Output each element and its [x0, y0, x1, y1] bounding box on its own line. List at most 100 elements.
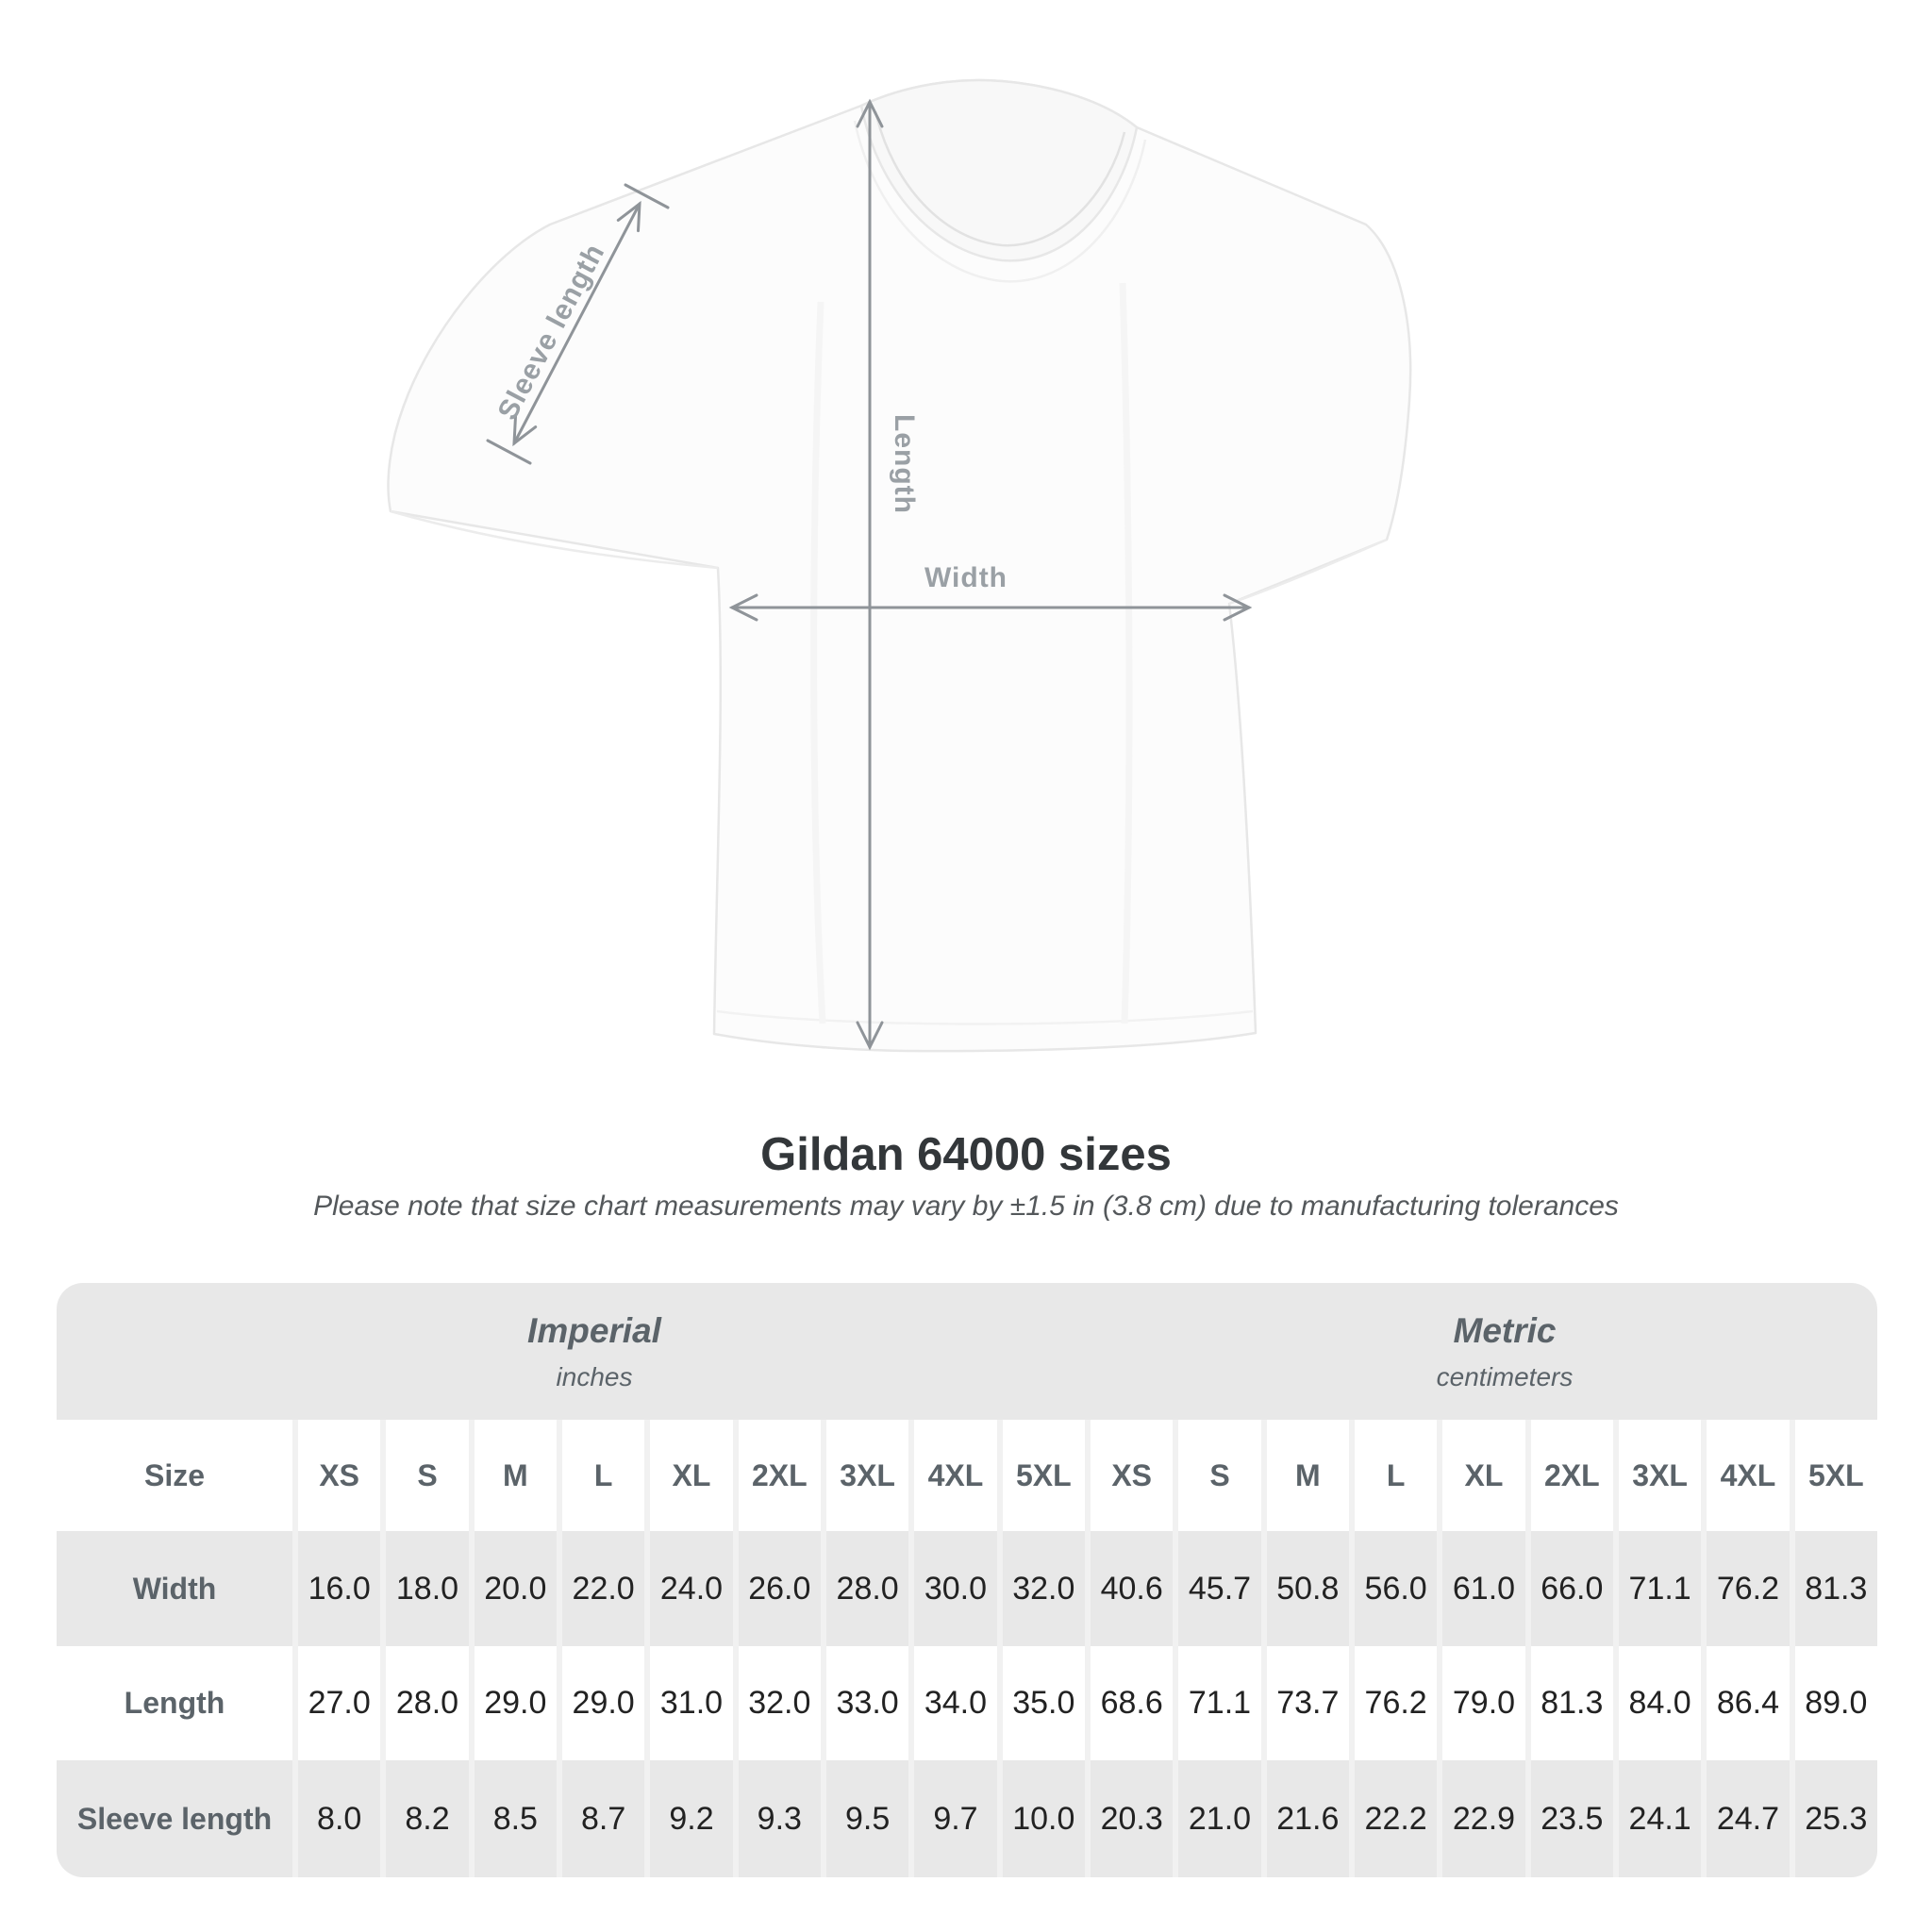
value-cell: 50.8 [1260, 1531, 1349, 1646]
page-title: Gildan 64000 sizes [760, 1129, 1172, 1180]
value-cell: 10.0 [996, 1760, 1085, 1877]
value-cell: 22.9 [1437, 1760, 1524, 1877]
value-cell: 23.5 [1524, 1760, 1613, 1877]
value-cell: 20.3 [1085, 1760, 1173, 1877]
value-cell: 8.7 [556, 1760, 644, 1877]
value-cell: 40.6 [1085, 1531, 1173, 1646]
row-label: Length [124, 1686, 225, 1720]
size-header-cell: 2XL [732, 1420, 821, 1531]
row-label: Sleeve length [76, 1801, 273, 1836]
value-cell: 32.0 [732, 1646, 821, 1760]
value-cell: 28.0 [380, 1646, 468, 1760]
value-cell: 29.0 [556, 1646, 644, 1760]
value-cell: 26.0 [732, 1531, 821, 1646]
value-cell: 35.0 [996, 1646, 1085, 1760]
value-cell: 18.0 [380, 1531, 468, 1646]
value-cell: 29.0 [468, 1646, 557, 1760]
size-header-cell: XL [1437, 1420, 1524, 1531]
size-header-cell: 2XL [1524, 1420, 1613, 1531]
imperial-size-headers: XS S M L XL 2XL 3XL 4XL 5XL [292, 1420, 1085, 1531]
value-cell: 8.5 [468, 1760, 557, 1877]
size-header-cell: L [556, 1420, 644, 1531]
metric-unit: centimeters [1436, 1361, 1574, 1391]
value-cell: 9.3 [732, 1760, 821, 1877]
table-row-sleeve-length: Sleeve length 8.0 8.2 8.5 8.7 9.2 9.3 9.5 9.7 10… [57, 1760, 1877, 1877]
value-cell: 89.0 [1789, 1646, 1877, 1760]
size-column-label: Size [143, 1457, 206, 1492]
tolerance-note: Please note that size chart measurements… [313, 1191, 1619, 1222]
size-header-cell: S [1173, 1420, 1260, 1531]
row-label: Width [132, 1571, 217, 1606]
tshirt-silhouette [387, 78, 1412, 1053]
value-cell: 76.2 [1701, 1531, 1789, 1646]
value-cell: 71.1 [1173, 1646, 1260, 1760]
imperial-unit: inches [556, 1361, 633, 1391]
size-header-cell: M [468, 1420, 557, 1531]
width-label: Width [924, 562, 1008, 593]
value-cell: 76.2 [1348, 1646, 1437, 1760]
length-label: Length [889, 414, 920, 514]
size-header-cell: 4XL [1701, 1420, 1789, 1531]
value-cell: 45.7 [1173, 1531, 1260, 1646]
value-cell: 8.2 [380, 1760, 468, 1877]
value-cell: 9.7 [908, 1760, 996, 1877]
length-metric-values: 68.6 71.1 73.7 76.2 79.0 81.3 84.0 86.4 89.0 [1085, 1646, 1877, 1760]
length-imperial-values: 27.0 28.0 29.0 29.0 31.0 32.0 33.0 34.0 35.0 [292, 1646, 1085, 1760]
value-cell: 61.0 [1437, 1531, 1524, 1646]
value-cell: 9.5 [820, 1760, 908, 1877]
size-header-cell: 3XL [820, 1420, 908, 1531]
value-cell: 79.0 [1437, 1646, 1524, 1760]
size-header-cell: 5XL [1789, 1420, 1877, 1531]
value-cell: 81.3 [1789, 1531, 1877, 1646]
value-cell: 34.0 [908, 1646, 996, 1760]
value-cell: 27.0 [292, 1646, 380, 1760]
value-cell: 84.0 [1612, 1646, 1701, 1760]
value-cell: 22.0 [556, 1531, 644, 1646]
value-cell: 56.0 [1348, 1531, 1437, 1646]
size-table: Imperial inches Metric centimeters Size … [57, 1283, 1877, 1877]
value-cell: 33.0 [820, 1646, 908, 1760]
value-cell: 25.3 [1789, 1760, 1877, 1877]
size-header-cell: 4XL [908, 1420, 996, 1531]
value-cell: 86.4 [1701, 1646, 1789, 1760]
value-cell: 21.0 [1173, 1760, 1260, 1877]
value-cell: 73.7 [1260, 1646, 1349, 1760]
value-cell: 81.3 [1524, 1646, 1613, 1760]
unit-group-header: Imperial inches Metric centimeters [57, 1283, 1877, 1420]
sleeve-metric-values: 20.3 21.0 21.6 22.2 22.9 23.5 24.1 24.7 25.3 [1085, 1760, 1877, 1877]
value-cell: 24.1 [1612, 1760, 1701, 1877]
size-header-cell: L [1348, 1420, 1437, 1531]
size-header-row: Size XS S M L XL 2XL 3XL 4XL 5XL XS S M L XL 2XL 3XL 4X… [57, 1420, 1877, 1531]
value-cell: 31.0 [644, 1646, 732, 1760]
value-cell: 22.2 [1348, 1760, 1437, 1877]
metric-size-headers: XS S M L XL 2XL 3XL 4XL 5XL [1085, 1420, 1877, 1531]
value-cell: 66.0 [1524, 1531, 1613, 1646]
value-cell: 16.0 [292, 1531, 380, 1646]
metric-header: Metric centimeters [1132, 1283, 1877, 1420]
sleeve-imperial-values: 8.0 8.2 8.5 8.7 9.2 9.3 9.5 9.7 10.0 [292, 1760, 1085, 1877]
imperial-title: Imperial [527, 1310, 661, 1350]
size-header-cell: M [1260, 1420, 1349, 1531]
value-cell: 30.0 [908, 1531, 996, 1646]
dimension-lines [486, 98, 1253, 1051]
value-cell: 68.6 [1085, 1646, 1173, 1760]
value-cell: 32.0 [996, 1531, 1085, 1646]
size-header-cell: 3XL [1612, 1420, 1701, 1531]
value-cell: 9.2 [644, 1760, 732, 1877]
size-header-cell: 5XL [996, 1420, 1085, 1531]
size-header-cell: XS [292, 1420, 380, 1531]
value-cell: 71.1 [1612, 1531, 1701, 1646]
imperial-header: Imperial inches [57, 1283, 1132, 1420]
size-header-cell: XL [644, 1420, 732, 1531]
table-row-length: Length 27.0 28.0 29.0 29.0 31.0 32.0 33.0 34.0 3… [57, 1646, 1877, 1760]
value-cell: 28.0 [820, 1531, 908, 1646]
value-cell: 21.6 [1260, 1760, 1349, 1877]
value-cell: 20.0 [468, 1531, 557, 1646]
width-imperial-values: 16.0 18.0 20.0 22.0 24.0 26.0 28.0 30.0 32.0 [292, 1531, 1085, 1646]
value-cell: 8.0 [292, 1760, 380, 1877]
size-header-cell: XS [1085, 1420, 1173, 1531]
size-header-cell: S [380, 1420, 468, 1531]
value-cell: 24.0 [644, 1531, 732, 1646]
